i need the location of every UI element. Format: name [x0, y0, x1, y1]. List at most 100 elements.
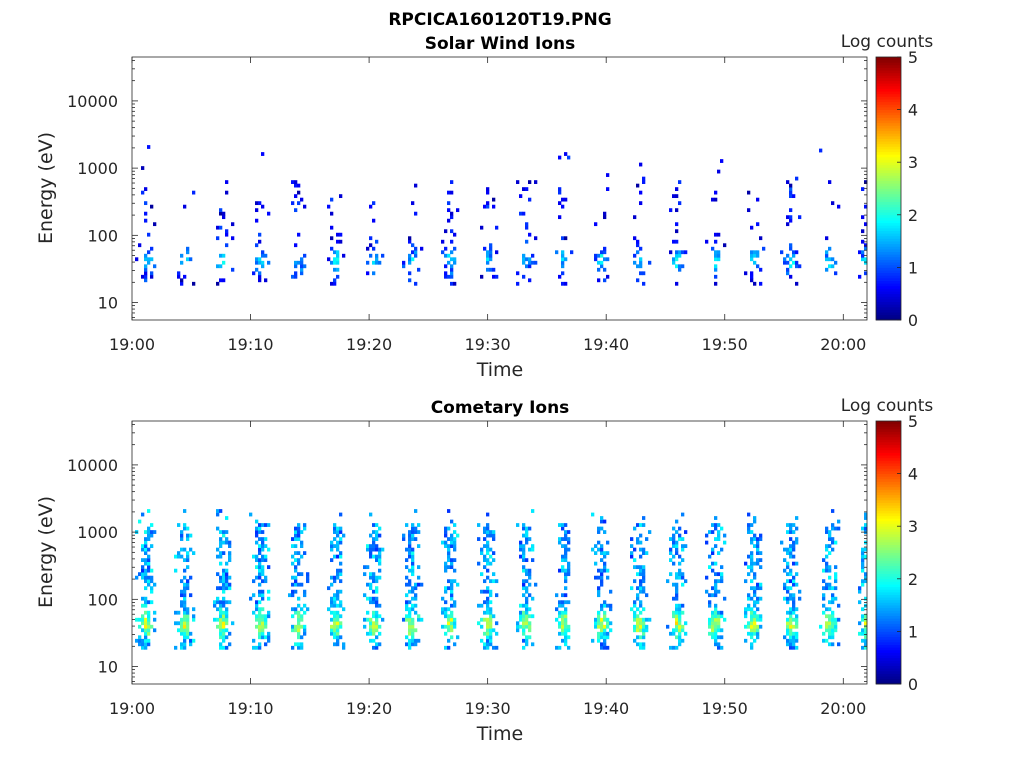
spectrogram-cell — [495, 579, 499, 584]
solar-wind-x-tick-labels: 19:00 19:10 19:20 19:30 19:40 19:50 20:00 — [109, 335, 866, 354]
spectrogram-cell — [150, 589, 154, 594]
spectrogram-cell — [144, 561, 148, 566]
spectrogram-cell — [411, 617, 415, 622]
spectrogram-cell — [255, 624, 259, 629]
spectrogram-cell — [753, 631, 757, 636]
spectrogram-cell — [294, 575, 298, 580]
x-tick-label: 20:00 — [820, 699, 866, 718]
spectrogram-cell — [558, 610, 562, 615]
spectrogram-cell — [723, 243, 727, 248]
spectrogram-cell — [183, 645, 187, 650]
spectrogram-cell — [675, 208, 679, 213]
spectrogram-cell — [222, 645, 226, 650]
spectrogram-cell — [336, 621, 340, 626]
spectrogram-cell — [837, 642, 841, 647]
spectrogram-cell — [567, 540, 571, 545]
spectrogram-cell — [492, 579, 496, 584]
spectrogram-cell — [369, 596, 373, 601]
spectrogram-cell — [258, 635, 262, 640]
spectrogram-cell — [522, 579, 526, 584]
spectrogram-cell — [642, 271, 646, 276]
spectrogram-cell — [297, 551, 301, 555]
spectrogram-cell — [633, 614, 637, 619]
spectrogram-cell — [831, 610, 835, 615]
spectrogram-cell — [750, 554, 754, 559]
spectrogram-cell — [486, 512, 490, 517]
spectrogram-cell — [678, 575, 682, 580]
spectrogram-cell — [675, 582, 679, 587]
colorbar-tick-label: 2 — [908, 206, 918, 225]
spectrogram-cell — [225, 540, 229, 545]
spectrogram-cell — [342, 645, 346, 650]
spectrogram-cell — [711, 593, 715, 598]
spectrogram-cell — [333, 642, 337, 647]
spectrogram-cell — [264, 614, 268, 619]
spectrogram-cell — [486, 600, 490, 605]
spectrogram-cell — [828, 642, 832, 647]
spectrogram-cell — [408, 533, 412, 538]
spectrogram-cell — [675, 250, 679, 255]
spectrogram-cell — [678, 607, 682, 612]
spectrogram-cell — [480, 274, 484, 279]
spectrogram-cell — [786, 565, 790, 570]
spectrogram-cell — [567, 624, 571, 629]
spectrogram-cell — [144, 274, 148, 279]
spectrogram-cell — [828, 530, 832, 534]
spectrogram-cell — [828, 586, 832, 591]
y-tick-label: 10 — [98, 658, 118, 677]
spectrogram-cell — [291, 561, 295, 566]
spectrogram-cell — [675, 544, 679, 548]
spectrogram-cell — [216, 607, 220, 612]
spectrogram-cell — [180, 278, 184, 283]
spectrogram-cell — [555, 645, 559, 650]
spectrogram-cell — [606, 173, 610, 177]
spectrogram-cell — [864, 614, 868, 619]
spectrogram-cell — [147, 561, 151, 566]
spectrogram-cell — [672, 239, 676, 244]
spectrogram-cell — [753, 610, 757, 615]
spectrogram-cell — [186, 250, 190, 255]
spectrogram-cell — [645, 551, 649, 555]
spectrogram-cell — [555, 607, 559, 612]
spectrogram-cell — [141, 568, 145, 573]
spectrogram-cell — [225, 614, 229, 619]
spectrogram-cell — [825, 624, 829, 629]
spectrogram-cell — [489, 267, 493, 272]
spectrogram-cell — [339, 572, 343, 577]
colorbar-strip — [876, 209, 901, 213]
spectrogram-cell — [609, 607, 613, 612]
spectrogram-cell — [411, 596, 415, 601]
spectrogram-cell — [720, 526, 724, 531]
spectrogram-cell — [294, 243, 298, 248]
spectrogram-cell — [372, 544, 376, 548]
spectrogram-cell — [417, 544, 421, 548]
spectrogram-cell — [750, 586, 754, 591]
spectrogram-cell — [717, 614, 721, 619]
spectrogram-cell — [369, 554, 373, 559]
spectrogram-cell — [258, 530, 262, 534]
spectrogram-cell — [714, 614, 718, 619]
spectrogram-cell — [141, 614, 145, 619]
spectrogram-cell — [147, 621, 151, 626]
spectrogram-cell — [219, 628, 223, 633]
spectrogram-cell — [681, 547, 685, 552]
spectrogram-cell — [141, 575, 145, 580]
spectrogram-cell — [606, 568, 610, 573]
spectrogram-cell — [864, 516, 868, 520]
spectrogram-cell — [258, 257, 262, 262]
spectrogram-cell — [864, 631, 868, 636]
spectrogram-cell — [408, 239, 412, 244]
spectrogram-cell — [795, 614, 799, 619]
spectrogram-cell — [486, 628, 490, 633]
spectrogram-cell — [405, 603, 409, 608]
spectrogram-cell — [525, 586, 529, 591]
spectrogram-cell — [525, 568, 529, 573]
spectrogram-cell — [744, 271, 748, 276]
spectrogram-cell — [675, 628, 679, 633]
spectrogram-cell — [525, 638, 529, 643]
colorbar-strip — [876, 597, 901, 601]
spectrogram-cell — [564, 554, 568, 559]
spectrogram-cell — [372, 201, 376, 206]
spectrogram-cell — [486, 642, 490, 647]
spectrogram-cell — [597, 624, 601, 629]
